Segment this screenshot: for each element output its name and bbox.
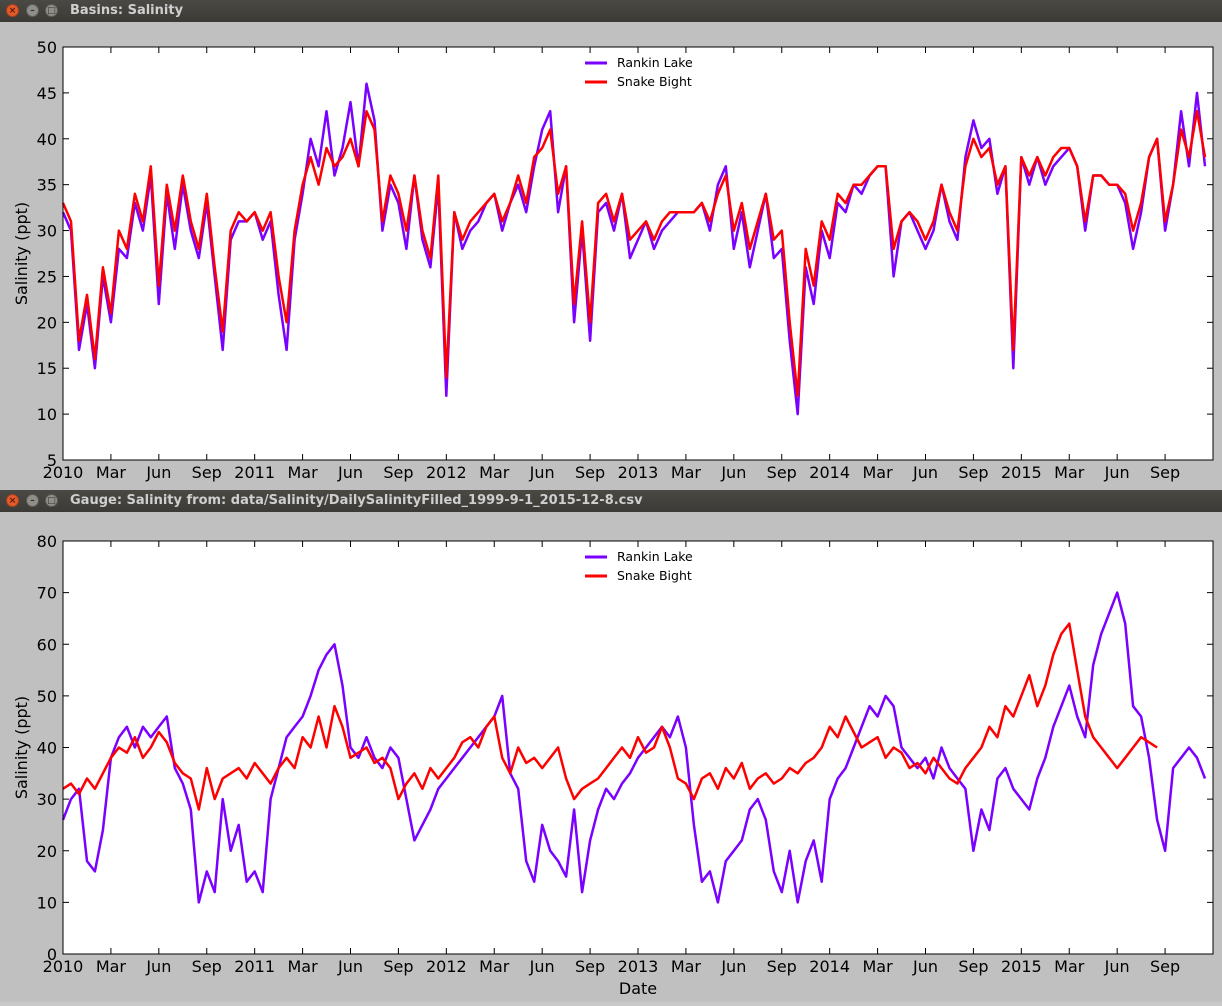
plot-frame xyxy=(62,540,1214,955)
maximize-button[interactable]: □ xyxy=(45,4,58,17)
minimize-button[interactable]: – xyxy=(26,494,39,507)
y-tick-label: 0 xyxy=(47,945,57,964)
x-tick-label: 2015 xyxy=(1001,957,1042,976)
x-tick-label: Sep xyxy=(575,463,605,482)
y-tick-label: 40 xyxy=(37,130,57,149)
titlebar-basins[interactable]: × – □ Basins: Salinity xyxy=(0,0,1222,22)
y-axis-label: Salinity (ppt) xyxy=(12,202,31,305)
x-tick-label: Sep xyxy=(192,957,222,976)
x-tick-label: Mar xyxy=(479,463,510,482)
plot-canvas-basins: 5 10 15 20 25 30 35 40 45 50 2010 Mar Jun Sep 2011 Mar J… xyxy=(0,22,1222,490)
legend-label: Snake Bight xyxy=(617,74,692,89)
y-tick-label: 20 xyxy=(37,842,57,861)
minimize-button[interactable]: – xyxy=(26,4,39,17)
x-tick-label: Mar xyxy=(479,957,510,976)
x-tick-label: Jun xyxy=(720,463,746,482)
series-line-snake-bight xyxy=(62,622,1158,811)
x-tick-label: Mar xyxy=(287,463,318,482)
legend-label: Snake Bight xyxy=(617,568,692,583)
x-tick-label: Mar xyxy=(862,463,893,482)
y-tick-label: 5 xyxy=(47,451,57,470)
y-tick-label: 30 xyxy=(37,790,57,809)
x-tick-label: 2012 xyxy=(426,957,467,976)
x-tick-label: Sep xyxy=(383,463,413,482)
x-tick-label: 2013 xyxy=(618,957,659,976)
x-tick-label: 2012 xyxy=(426,463,467,482)
x-tick-label: Sep xyxy=(767,957,797,976)
x-tick-label: 2010 xyxy=(43,957,84,976)
window-gauge: × – □ Gauge: Salinity from: data/Salinit… xyxy=(0,490,1222,1002)
x-tick-label: Jun xyxy=(145,463,171,482)
legend-label: Rankin Lake xyxy=(617,55,693,70)
x-tick-label: Sep xyxy=(575,957,605,976)
chart-gauge: 0 10 20 30 40 50 60 70 80 2010 Mar Jun Sep 2011 Mar Jun… xyxy=(12,532,1214,998)
y-tick-label: 40 xyxy=(37,739,57,758)
x-tick-label: Jun xyxy=(337,463,363,482)
plot-frame xyxy=(62,46,1214,461)
x-tick-label: 2010 xyxy=(43,463,84,482)
x-tick-label: Jun xyxy=(1104,957,1130,976)
plot-area xyxy=(63,541,1213,954)
x-tick-label: Sep xyxy=(958,957,988,976)
chart-basins: 5 10 15 20 25 30 35 40 45 50 2010 Mar Jun Sep 2011 Mar J… xyxy=(12,38,1214,482)
close-button[interactable]: × xyxy=(6,494,19,507)
y-tick-label: 50 xyxy=(37,687,57,706)
plot-canvas-gauge: 0 10 20 30 40 50 60 70 80 2010 Mar Jun Sep 2011 Mar Jun… xyxy=(0,512,1222,1002)
x-tick-label: Mar xyxy=(1054,463,1085,482)
x-tick-label: Jun xyxy=(529,957,555,976)
y-tick-label: 50 xyxy=(37,38,57,57)
x-tick-label: 2015 xyxy=(1001,463,1042,482)
x-tick-label: Jun xyxy=(912,957,938,976)
y-tick-label: 10 xyxy=(37,405,57,424)
y-axis-label: Salinity (ppt) xyxy=(12,696,31,799)
x-tick-label: Sep xyxy=(958,463,988,482)
x-tick-label: Sep xyxy=(383,957,413,976)
y-tick-label: 25 xyxy=(37,267,57,286)
x-tick-label: 2011 xyxy=(234,463,275,482)
y-tick-label: 20 xyxy=(37,313,57,332)
x-tick-label: Mar xyxy=(671,463,702,482)
x-tick-label: Jun xyxy=(912,463,938,482)
y-tick-label: 70 xyxy=(37,584,57,603)
maximize-button[interactable]: □ xyxy=(45,494,58,507)
x-tick-label: Sep xyxy=(1150,957,1180,976)
y-tick-label: 80 xyxy=(37,532,57,551)
x-tick-label: Jun xyxy=(1104,463,1130,482)
y-tick-label: 10 xyxy=(37,893,57,912)
window-basins: × – □ Basins: Salinity 5 10 15 20 25 30 35 40 45… xyxy=(0,0,1222,490)
x-tick-label: Jun xyxy=(145,957,171,976)
window-title: Basins: Salinity xyxy=(70,3,184,18)
x-tick-label: 2011 xyxy=(234,957,275,976)
legend-label: Rankin Lake xyxy=(617,549,693,564)
x-tick-label: Jun xyxy=(529,463,555,482)
y-tick-label: 45 xyxy=(37,84,57,103)
x-tick-label: 2014 xyxy=(809,463,850,482)
y-tick-label: 60 xyxy=(37,635,57,654)
y-tick-label: 35 xyxy=(37,176,57,195)
x-tick-label: Mar xyxy=(862,957,893,976)
x-tick-label: Jun xyxy=(720,957,746,976)
x-axis-label: Date xyxy=(619,979,657,998)
x-tick-label: 2014 xyxy=(809,957,850,976)
y-tick-label: 15 xyxy=(37,359,57,378)
y-tick-label: 30 xyxy=(37,222,57,241)
window-title: Gauge: Salinity from: data/Salinity/Dail… xyxy=(70,493,643,508)
x-tick-label: Mar xyxy=(671,957,702,976)
plot-area xyxy=(63,47,1213,460)
x-tick-label: Sep xyxy=(192,463,222,482)
x-tick-label: Mar xyxy=(1054,957,1085,976)
titlebar-gauge[interactable]: × – □ Gauge: Salinity from: data/Salinit… xyxy=(0,490,1222,512)
x-tick-label: Mar xyxy=(96,957,127,976)
x-tick-label: Sep xyxy=(767,463,797,482)
x-tick-label: Sep xyxy=(1150,463,1180,482)
series-line-rankin-lake xyxy=(61,591,1207,904)
x-tick-label: 2013 xyxy=(618,463,659,482)
x-tick-label: Mar xyxy=(287,957,318,976)
series-line-snake-bight xyxy=(61,109,1207,398)
x-tick-label: Jun xyxy=(337,957,363,976)
x-tick-label: Mar xyxy=(96,463,127,482)
close-button[interactable]: × xyxy=(6,4,19,17)
